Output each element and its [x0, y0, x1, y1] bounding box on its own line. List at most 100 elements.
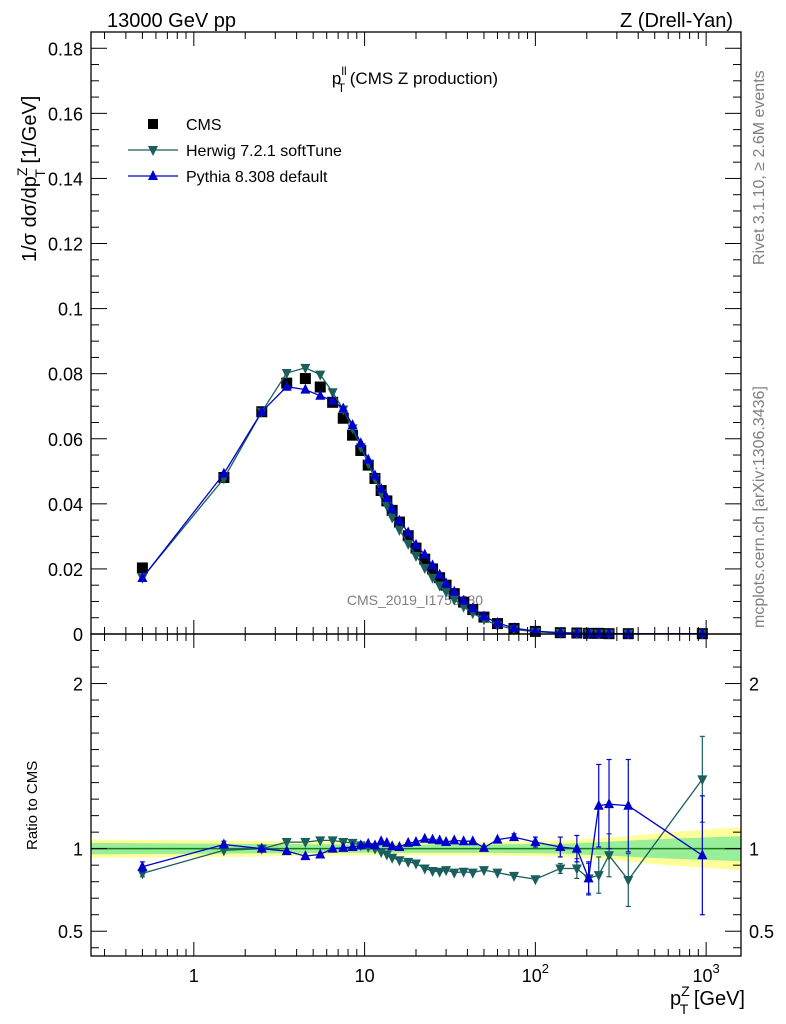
x-tick-label: 102 [522, 961, 549, 986]
point-pythia [509, 622, 520, 633]
ratio-point-pythia [369, 839, 380, 850]
ratio-point-pythia [363, 837, 374, 848]
point-pythia [381, 491, 392, 502]
y-tick-label: 0.12 [48, 235, 83, 255]
plot-title-p: p [332, 69, 341, 88]
point-pythia [478, 610, 489, 621]
point-pythia [218, 467, 229, 478]
ratio-point-pythia [315, 848, 326, 859]
ratio-point-pythia [571, 842, 582, 853]
x-axis-label-b: [GeV] [688, 988, 745, 1010]
ratio-point-pythia [434, 834, 445, 845]
ratio-point-pythia [387, 840, 398, 851]
x-tick-label-base: 10 [522, 966, 542, 986]
ratio-point-herwig [478, 866, 489, 877]
y-axis-label-b: [1/GeV] [19, 96, 41, 169]
point-herwig [411, 551, 421, 562]
point-herwig [315, 370, 326, 381]
y-axis-label: 1/σ dσ/dpZ T [1/GeV] [14, 96, 48, 262]
point-cms [347, 429, 359, 441]
ratio-y-tick-label-right: 0.5 [749, 922, 774, 942]
legend-marker-pythia [148, 170, 158, 180]
ratio-point-pythia [256, 842, 267, 853]
ratio-y-tick-label-right: 1 [749, 840, 759, 860]
y-tick-label: 0.18 [48, 39, 83, 59]
ratio-point-pythia [492, 833, 503, 844]
ratio-point-pythia [449, 834, 460, 845]
point-pythia [300, 383, 311, 394]
ratio-point-herwig [327, 836, 338, 847]
plot-title-sub: T [338, 81, 346, 95]
y-axis-label-sub: T [32, 169, 48, 178]
ratio-point-herwig [604, 851, 615, 862]
ratio-point-herwig [571, 864, 582, 875]
ratio-point-pythia [381, 836, 392, 847]
point-pythia [403, 526, 414, 537]
legend-marker-cms [148, 119, 158, 129]
point-herwig [441, 587, 452, 598]
ratio-point-pythia [218, 838, 229, 849]
point-pythia [376, 482, 387, 493]
plot-title: pll T (CMS Z production) [332, 64, 498, 95]
ratio-point-herwig [623, 876, 634, 887]
point-cms [419, 553, 431, 565]
point-herwig [387, 513, 398, 524]
point-pythia [363, 453, 374, 464]
ratio-point-pythia [327, 842, 338, 853]
x-axis-label-a: p [670, 988, 681, 1010]
ratio-point-herwig [403, 857, 414, 868]
ratio-point-herwig [441, 866, 452, 877]
ratio-point-pythia [623, 799, 634, 810]
ratio-point-pythia [509, 831, 520, 842]
point-pythia [338, 402, 349, 413]
y-tick-label: 0.04 [48, 495, 83, 515]
ratio-point-pythia [394, 841, 405, 852]
point-pythia [427, 559, 438, 570]
point-pythia [467, 602, 478, 613]
x-tick-label: 10 [355, 966, 375, 986]
series-pythia [137, 380, 708, 638]
point-herwig [419, 563, 430, 574]
point-herwig [300, 363, 311, 374]
point-herwig [434, 581, 445, 592]
x-tick-label-exp: 3 [713, 961, 720, 976]
y-tick-label: 0.16 [48, 104, 83, 124]
point-cms [299, 373, 311, 385]
ratio-point-herwig [458, 867, 469, 878]
plot-title-rest: (CMS Z production) [345, 69, 498, 88]
point-pythia [256, 405, 267, 416]
axes: 1 10 102 10300.020.040.060.080.10.120.140.1… [48, 31, 774, 986]
point-pythia [449, 585, 460, 596]
ratio-point-herwig [427, 866, 438, 877]
point-pythia [327, 394, 338, 405]
ratio-y-tick-label-right: 2 [749, 675, 759, 695]
y-tick-label: 0.1 [58, 300, 83, 320]
point-herwig [281, 369, 292, 380]
ratio-point-pythia [555, 841, 566, 852]
ratio-point-herwig [555, 864, 566, 875]
x-axis-label-sup: Z [681, 983, 690, 999]
ratio-point-pythia [419, 832, 430, 843]
ratio-y-tick-label: 2 [73, 675, 83, 695]
x-tick-label-base: 10 [693, 966, 713, 986]
legend-label-pythia: Pythia 8.308 default [186, 169, 328, 186]
point-pythia [434, 568, 445, 579]
point-herwig [458, 602, 469, 613]
point-cms [314, 381, 326, 393]
y-tick-label: 0.02 [48, 560, 83, 580]
y-axis-label-a: 1/σ dσ/dp [19, 176, 41, 262]
x-tick-label-base: 10 [355, 966, 375, 986]
ratio-series-pythia [137, 758, 708, 916]
point-pythia [492, 616, 503, 627]
ratio-y-axis-label: Ratio to CMS [24, 761, 41, 850]
rivet-label: Rivet 3.1.10, ≥ 2.6M events [751, 70, 768, 265]
point-pythia [137, 572, 148, 583]
point-pythia [315, 389, 326, 400]
ratio-point-herwig [394, 856, 405, 867]
ratio-point-herwig [434, 867, 445, 878]
ratio-point-pythia [583, 872, 594, 883]
point-pythia [604, 627, 615, 638]
point-pythia [355, 437, 366, 448]
ratio-point-herwig [315, 836, 326, 847]
